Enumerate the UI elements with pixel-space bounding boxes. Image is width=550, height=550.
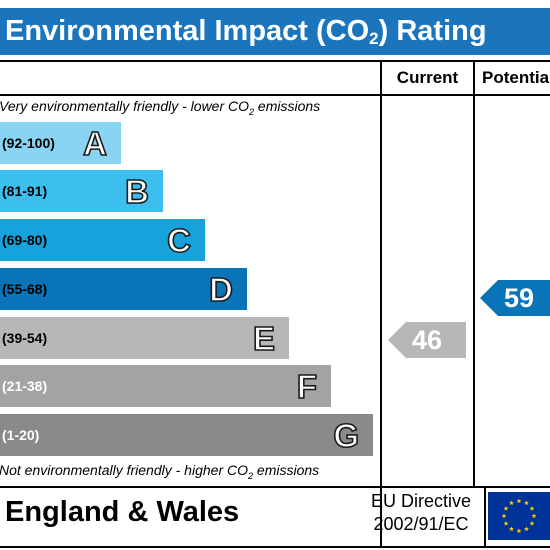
note-bottom-text: Not environmentally friendly - higher CO	[0, 462, 248, 478]
band-d-range: (55-68)	[2, 281, 48, 297]
header-bottom-line	[0, 94, 550, 96]
current-arrow-polygon	[388, 322, 466, 358]
title-end: ) Rating	[378, 15, 487, 47]
band-f-range: (21-38)	[2, 378, 48, 394]
eu-flag-star	[529, 505, 535, 511]
eu-flag-star	[503, 520, 509, 526]
potential-arrow-polygon	[480, 280, 550, 316]
divider-potential	[473, 60, 475, 488]
eu-flag-star	[524, 526, 529, 532]
frame-top	[0, 60, 550, 62]
band-b: (81-91) B	[0, 170, 163, 212]
band-g-letter: G	[333, 416, 360, 455]
chart-title: Environmental Impact (CO2) Rating	[5, 15, 487, 48]
title-main: Environmental Impact (CO	[5, 15, 370, 47]
band-f: (21-38) F	[0, 365, 331, 407]
eu-flag-star	[509, 526, 514, 532]
band-b-letter: B	[124, 172, 149, 211]
current-rating-arrow: 46	[388, 322, 466, 358]
note-top-subscript: 2	[249, 106, 255, 117]
current-arrow-shape	[388, 322, 466, 358]
eu-flag-star	[509, 500, 514, 506]
eu-flag-star	[531, 513, 537, 519]
band-a: (92-100) A	[0, 122, 121, 164]
eu-flag-star	[503, 505, 509, 511]
title-bar: Environmental Impact (CO2) Rating	[0, 8, 550, 55]
band-c-letter: C	[166, 221, 191, 260]
note-bottom-end: emissions	[253, 462, 320, 478]
potential-rating-arrow: 59	[480, 280, 550, 316]
band-f-letter: F	[296, 367, 318, 406]
eu-flag-star	[524, 500, 529, 506]
band-e-range: (39-54)	[2, 330, 48, 346]
directive-line1: EU Directive	[370, 491, 472, 511]
band-a-range: (92-100)	[2, 135, 55, 151]
band-e-letter: E	[252, 319, 276, 358]
note-top-end: emissions	[254, 98, 321, 114]
potential-arrow-shape	[480, 280, 550, 316]
band-d-letter: D	[208, 270, 233, 309]
directive-line2: 2002/91/EC	[373, 514, 469, 534]
note-bottom: Not environmentally friendly - higher CO…	[0, 462, 320, 481]
footer-directive: EU Directive 2002/91/EC	[362, 490, 480, 536]
eu-flag-icon	[488, 492, 550, 540]
potential-rating-value: 59	[504, 283, 535, 313]
footer-top-line	[0, 486, 550, 488]
band-e: (39-54) E	[0, 317, 289, 359]
footer-country: England & Wales	[5, 496, 240, 528]
frame-bottom	[0, 546, 550, 548]
band-d: (55-68) D	[0, 268, 247, 310]
current-rating-value: 46	[412, 325, 443, 355]
note-top: Very environmentally friendly - lower CO…	[0, 98, 321, 117]
band-g: (1-20) G	[0, 414, 373, 456]
column-header-potential: Potential	[482, 68, 550, 87]
title-subscript: 2	[369, 29, 379, 48]
eu-flag-graphic	[488, 492, 550, 540]
note-bottom-subscript: 2	[248, 470, 254, 481]
eu-flag-star	[501, 513, 507, 519]
band-c-range: (69-80)	[2, 232, 48, 248]
divider-current	[380, 60, 382, 548]
band-a-letter: A	[82, 124, 107, 163]
note-top-text: Very environmentally friendly - lower CO	[0, 98, 250, 114]
band-b-range: (81-91)	[2, 183, 48, 199]
band-g-range: (1-20)	[2, 427, 40, 443]
band-c: (69-80) C	[0, 219, 205, 261]
column-header-current: Current	[396, 68, 459, 87]
eu-flag-star	[516, 528, 522, 534]
divider-flag	[484, 486, 486, 548]
eu-flag-star	[529, 520, 535, 526]
eu-flag-star	[516, 498, 522, 504]
